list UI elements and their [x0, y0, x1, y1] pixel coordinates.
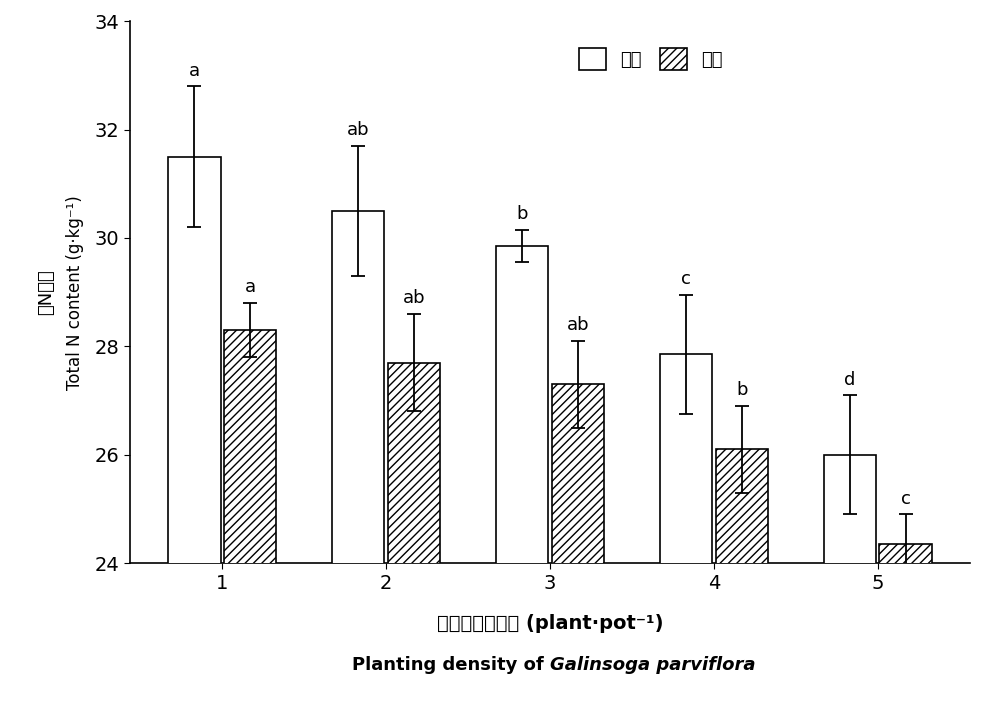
- Text: ab: ab: [567, 316, 589, 334]
- Bar: [660, 355, 712, 704]
- Text: c: c: [901, 490, 911, 508]
- Text: ab: ab: [347, 121, 370, 139]
- Text: Planting density of: Planting density of: [352, 656, 550, 674]
- Text: b: b: [516, 206, 528, 223]
- Text: d: d: [844, 370, 856, 389]
- Bar: [332, 210, 384, 704]
- Text: a: a: [245, 279, 256, 296]
- Bar: [824, 455, 876, 704]
- Text: Total N content (g·kg⁻¹): Total N content (g·kg⁻¹): [66, 195, 84, 389]
- Bar: [716, 449, 768, 704]
- Text: ab: ab: [403, 289, 425, 308]
- Legend: 单植, 混植: 单植, 混植: [572, 41, 730, 77]
- Text: a: a: [189, 62, 200, 80]
- Bar: [496, 246, 548, 704]
- Bar: [388, 363, 440, 704]
- Text: Galinsoga parviflora: Galinsoga parviflora: [550, 656, 756, 674]
- Bar: [168, 157, 221, 704]
- Text: 牛膝菊种植密度 (plant·pot⁻¹): 牛膝菊种植密度 (plant·pot⁻¹): [437, 614, 663, 632]
- Text: 全N含量: 全N含量: [37, 270, 55, 315]
- Bar: [224, 330, 276, 704]
- Bar: [879, 544, 932, 704]
- Text: c: c: [681, 270, 691, 289]
- Text: b: b: [736, 382, 747, 399]
- Bar: [552, 384, 604, 704]
